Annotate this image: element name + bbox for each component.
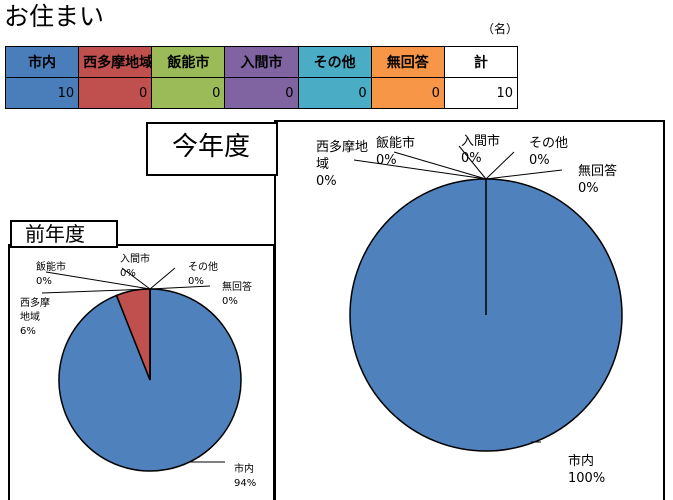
header-cell: 市内	[4, 46, 80, 78]
data-label-2: 飯能市 0%	[376, 135, 415, 168]
data-label-1: 西多摩地域 0%	[316, 139, 368, 189]
data-label-3: 入間市 0%	[120, 252, 150, 279]
value-cell: 0	[224, 77, 299, 109]
summary-table: 市内 西多摩地域 飯能市 入間市 その他 無回答 計 10 0 0 0 0 0 …	[4, 46, 519, 109]
summary-value-row: 10 0 0 0 0 0 10	[4, 77, 519, 109]
previous-year-pie-chart: 市内 94% 西多摩地域 6% 飯能市 0% 入間市 0% その他 0%無回答 0%	[20, 252, 256, 489]
leader-line-3	[458, 145, 487, 180]
data-label-3: 入間市 0%	[461, 133, 500, 166]
data-label-4: その他 0%	[529, 136, 568, 168]
previous-year-chart-frame	[8, 244, 275, 500]
leader-line-5	[485, 169, 563, 180]
unit-note: （名）	[482, 22, 519, 36]
value-cell: 10	[443, 77, 519, 109]
leader-line-4	[485, 151, 515, 180]
leader-line-5	[149, 285, 211, 290]
leader-line-2	[393, 151, 487, 180]
leader-line-4	[149, 267, 176, 290]
leader-line-1	[41, 288, 151, 294]
data-label-0: 市内 94%	[234, 462, 256, 489]
value-cell: 0	[297, 77, 372, 109]
value-cell: 10	[4, 77, 80, 109]
data-label-5: 無回答 0%	[222, 280, 252, 307]
this-year-chart-frame	[274, 120, 665, 500]
header-cell: 西多摩地域	[78, 46, 153, 78]
header-cell: 飯能市	[151, 46, 226, 78]
data-label-5: 無回答 0%	[578, 163, 617, 196]
header-cell: 計	[443, 46, 519, 78]
value-cell: 0	[151, 77, 226, 109]
data-label-0: 市内 100%	[568, 453, 605, 486]
leader-line-1	[353, 159, 487, 180]
summary-header-row: 市内 西多摩地域 飯能市 入間市 その他 無回答 計	[4, 46, 519, 78]
leader-line-2	[45, 271, 151, 290]
previous-year-title-box	[10, 220, 118, 248]
this-year-pie-chart: 市内 100% 西多摩地域 0%飯能市 0% 入間市 0% その他 0% 無回答 0%	[316, 133, 623, 486]
value-cell: 0	[370, 77, 445, 109]
header-cell: 入間市	[224, 46, 299, 78]
data-label-2: 飯能市 0%	[36, 260, 66, 287]
data-label-4: その他 0%	[188, 260, 218, 287]
page-title: お住まい	[4, 2, 105, 31]
this-year-title-box	[146, 122, 278, 176]
header-cell: 無回答	[370, 46, 445, 78]
header-cell: その他	[297, 46, 372, 78]
previous-year-title: 前年度	[25, 222, 85, 246]
value-cell: 0	[78, 77, 153, 109]
this-year-title: 今年度	[171, 132, 250, 162]
data-label-1: 西多摩地域 6%	[20, 296, 50, 337]
leader-line-3	[121, 267, 151, 290]
